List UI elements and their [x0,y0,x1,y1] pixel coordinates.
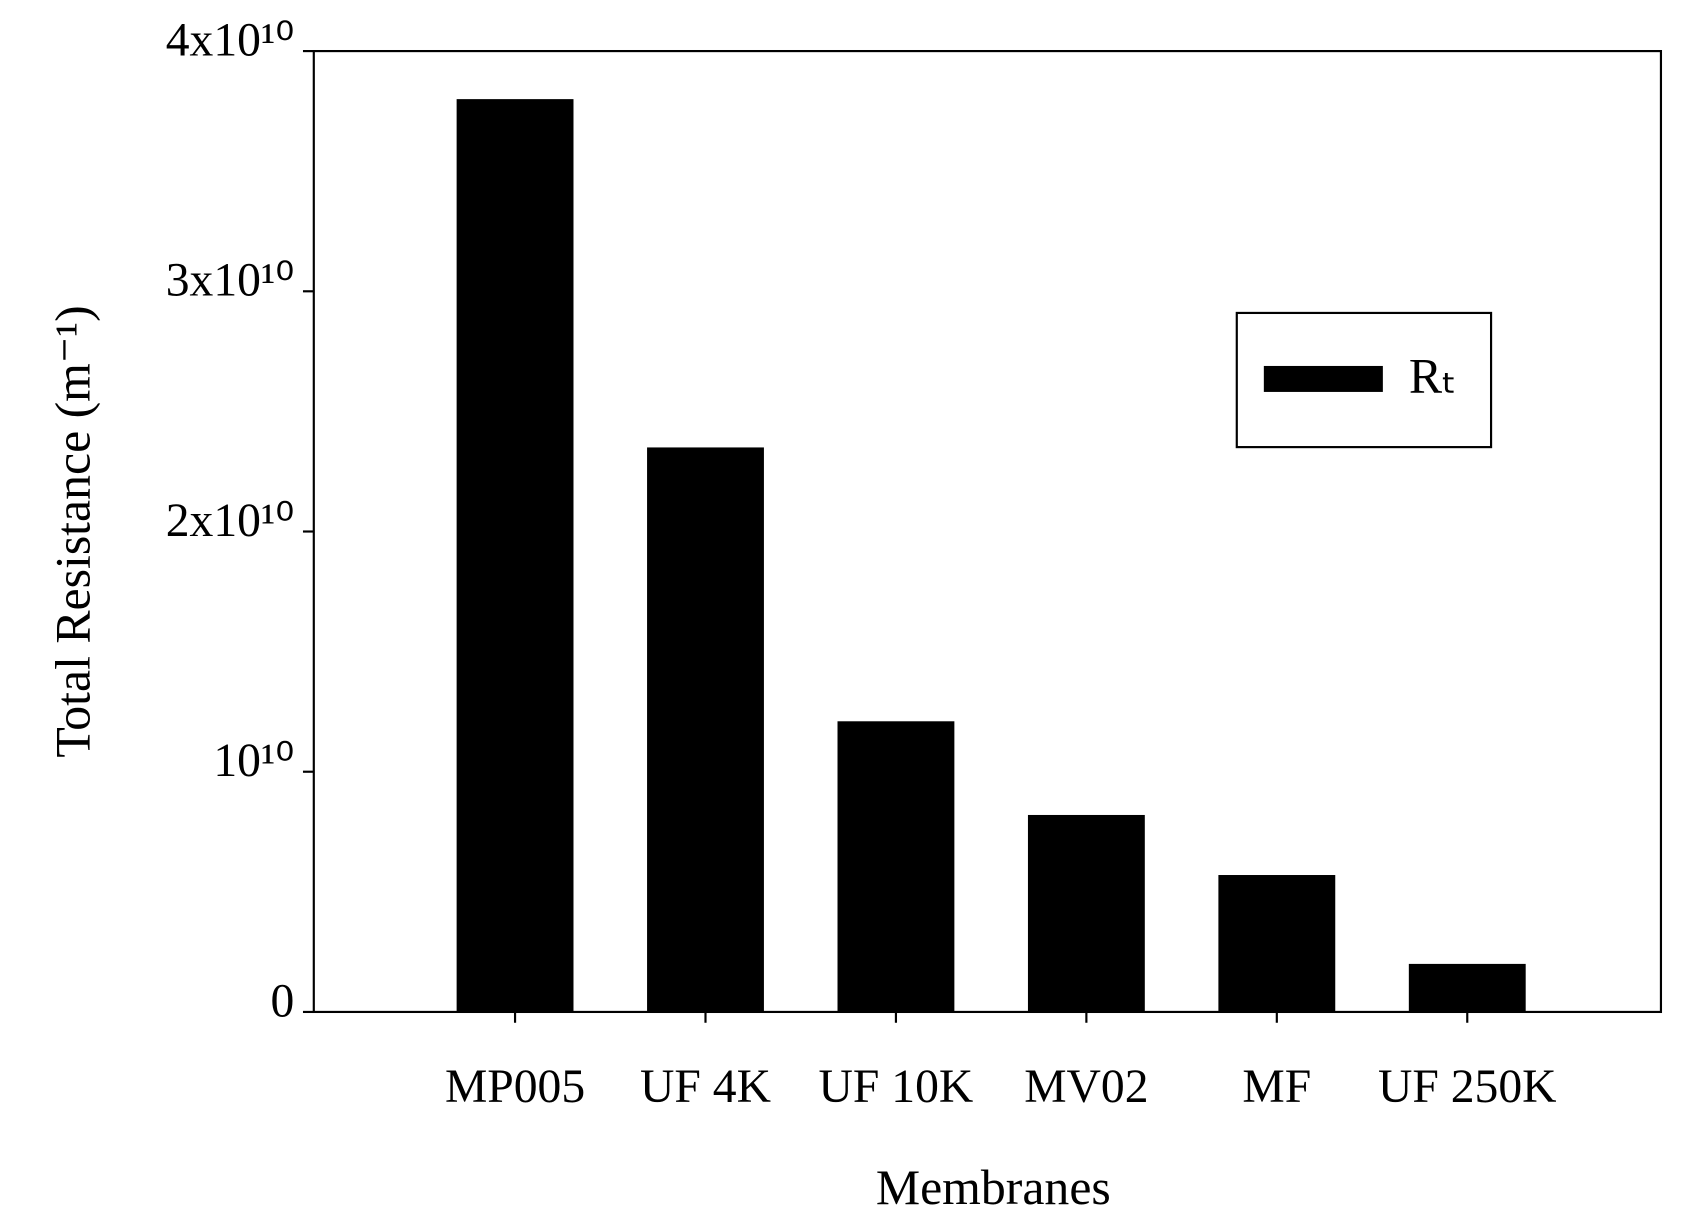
x-tick-label: MF [1242,1061,1311,1113]
y-tick-label: 4x10¹⁰ [166,15,295,67]
y-axis-label: Total Resistance (m⁻¹) [45,305,100,757]
bar [647,447,764,1012]
legend-label: Rₜ [1409,349,1457,404]
bar [1218,875,1336,1012]
x-tick-label: UF 4K [640,1061,771,1113]
bar [456,99,574,1012]
y-tick-label: 3x10¹⁰ [166,255,295,307]
bar [1408,963,1526,1012]
legend-swatch [1263,365,1383,392]
bar [1027,814,1145,1012]
x-tick-label: UF 250K [1378,1061,1557,1113]
y-tick-label: 2x10¹⁰ [166,495,295,547]
bar [837,721,955,1012]
x-axis-label: Membranes [876,1160,1111,1215]
y-tick-label: 10¹⁰ [213,735,294,787]
x-tick-label: MV02 [1024,1061,1148,1113]
x-tick-label: MP005 [445,1061,585,1113]
legend: Rₜ [1235,311,1493,449]
x-tick-label: UF 10K [819,1061,974,1113]
y-tick-label: 0 [271,975,295,1027]
